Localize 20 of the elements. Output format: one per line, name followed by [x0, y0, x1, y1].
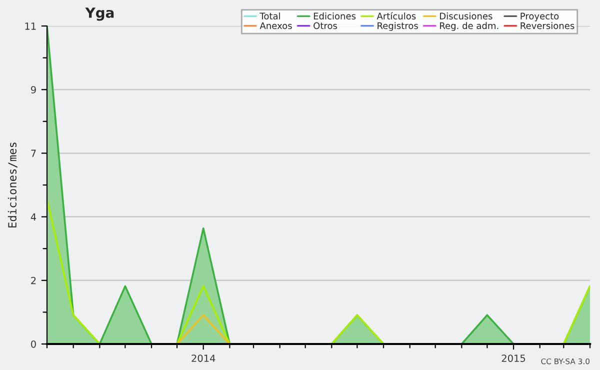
x-tick-label: 2015 — [502, 354, 526, 362]
y-tick-label: 7 — [31, 150, 36, 157]
legend-label: Discusiones — [440, 12, 492, 20]
legend-label: Anexos — [260, 22, 292, 30]
legend-label: Proyecto — [520, 12, 559, 22]
y-axis-title: Ediciones/mes — [8, 142, 18, 228]
y-tick-label: 0 — [31, 340, 36, 348]
y-tick-label: 9 — [31, 86, 36, 94]
x-tick-label: 2014 — [192, 354, 216, 362]
y-tick-label: 11 — [25, 22, 36, 30]
legend-label: Reversiones — [520, 22, 574, 30]
y-tick-label: 4 — [30, 213, 36, 220]
legend-label: Reg. de adm. — [440, 22, 498, 31]
legend-label: Registros — [378, 22, 418, 31]
legend-label: Ediciones — [314, 12, 356, 20]
chart-title: Yga — [85, 8, 114, 21]
legend-label: Artículos — [376, 12, 416, 20]
y-tick-label: 2 — [31, 276, 36, 284]
legend-label: Otros — [314, 22, 338, 30]
legend-label: Total — [260, 12, 280, 20]
